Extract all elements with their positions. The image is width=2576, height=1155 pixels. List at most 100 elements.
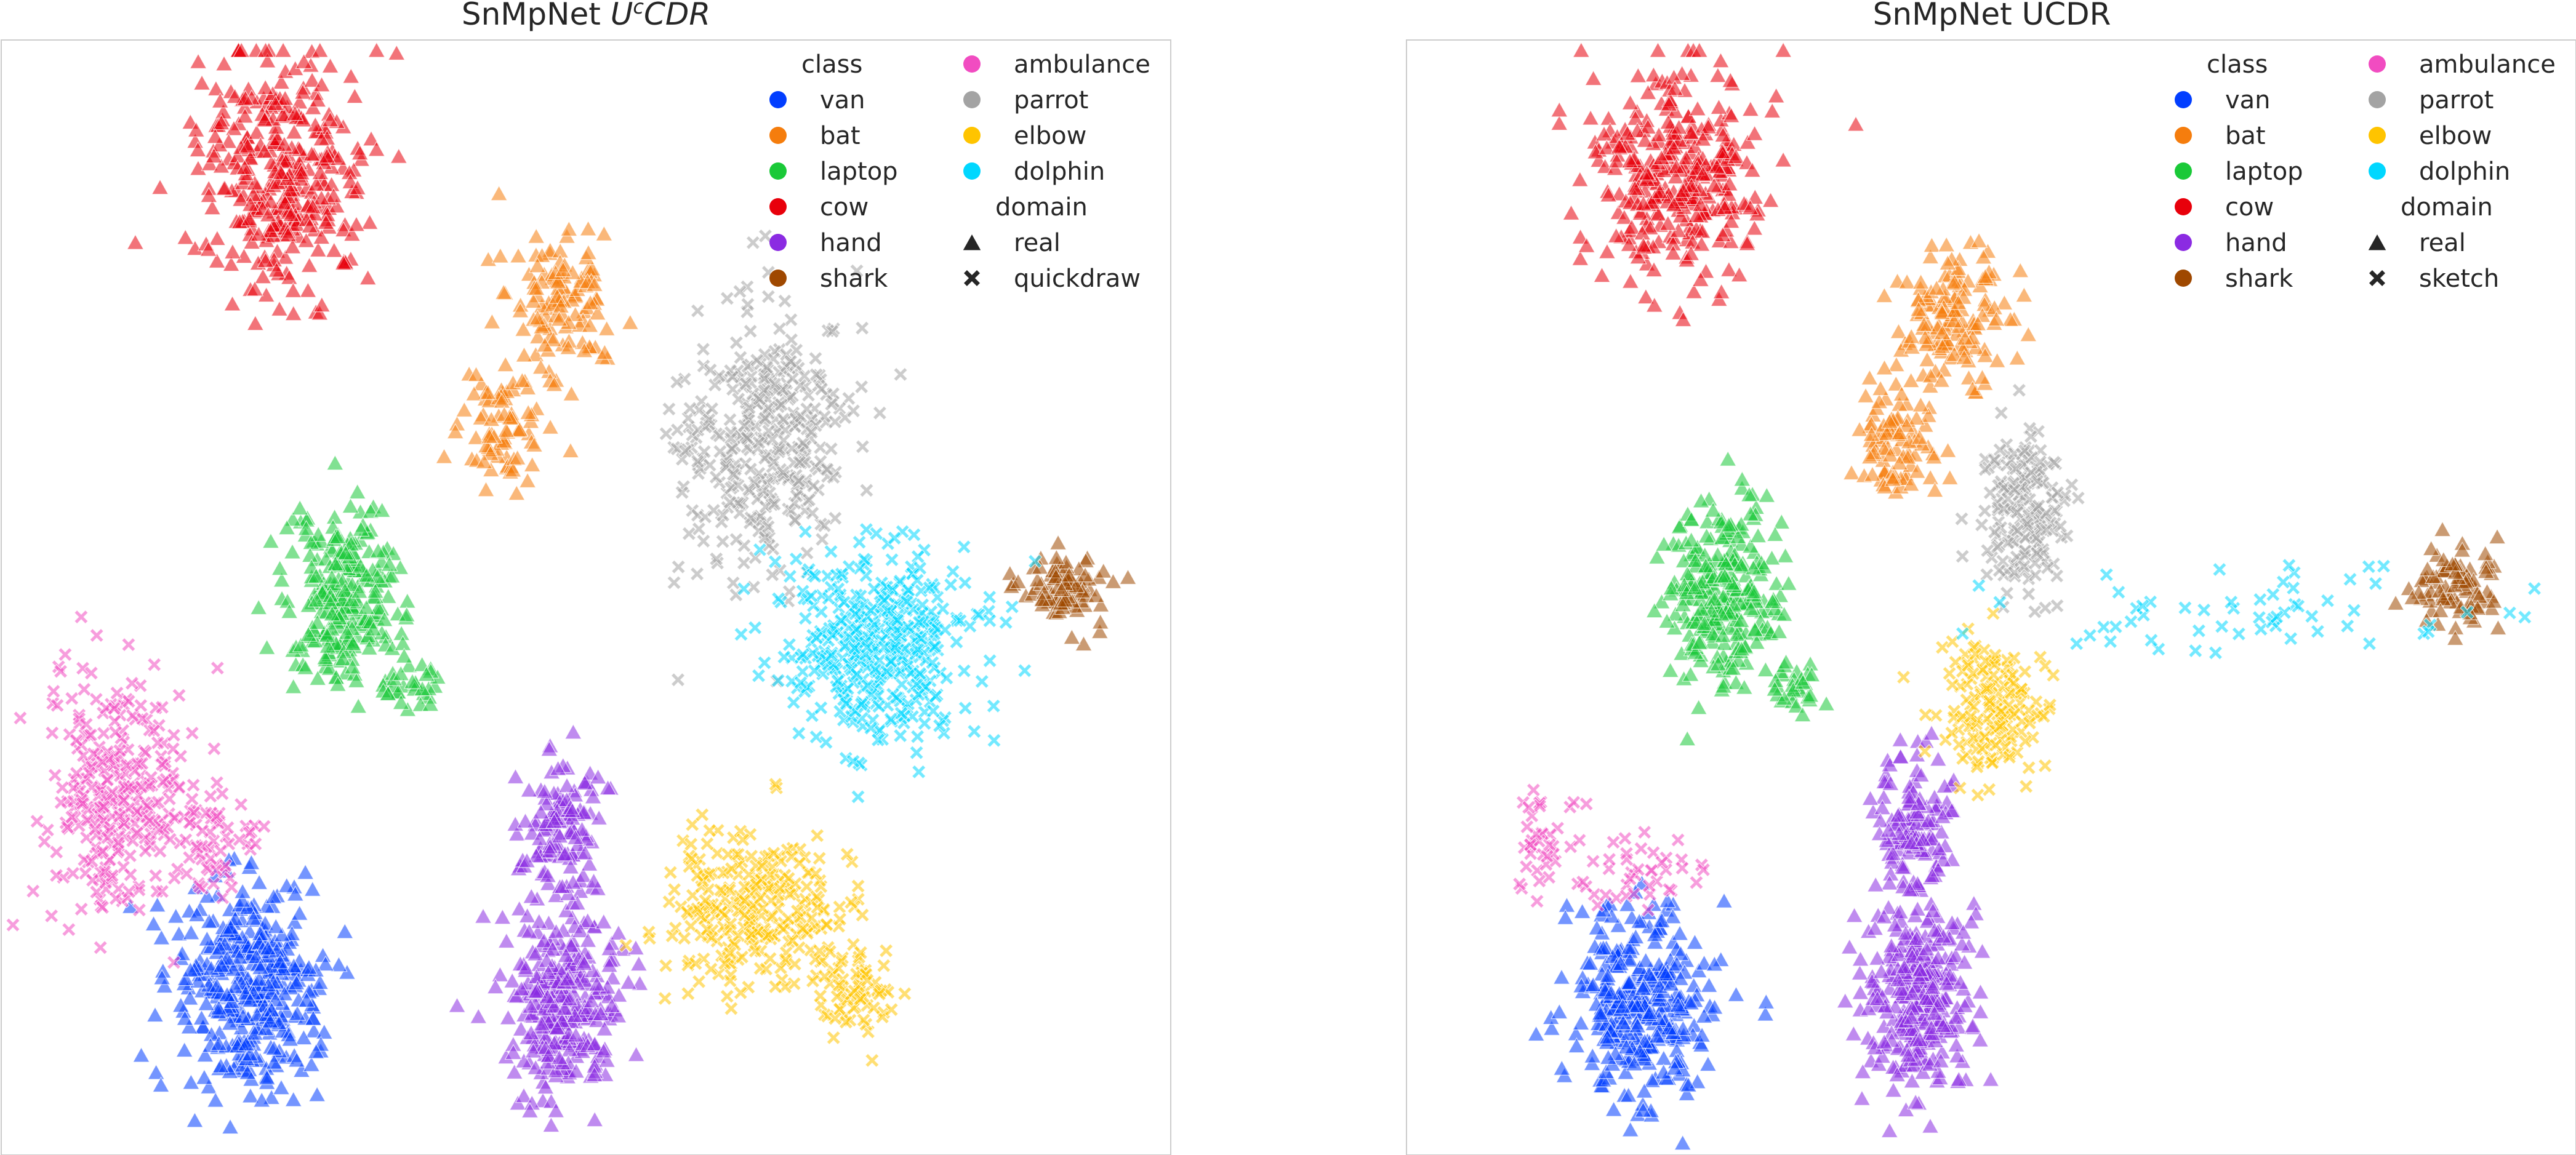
point-parrot-quickdraw	[800, 545, 814, 561]
point-dolphin-quickdraw	[928, 689, 943, 704]
point-ambulance-quickdraw	[209, 863, 223, 877]
point-parrot-quickdraw	[792, 455, 807, 470]
point-ambulance-quickdraw	[84, 666, 99, 681]
chart-title-left-suffix: CDR	[644, 0, 710, 32]
point-parrot-quickdraw	[854, 379, 869, 394]
point-laptop-real	[379, 685, 397, 701]
point-ambulance-quickdraw	[209, 775, 225, 790]
point-bat-real	[511, 302, 529, 318]
point-hand-real	[1981, 1071, 2000, 1087]
point-elbow-quickdraw	[691, 974, 707, 989]
point-van-real	[1605, 1101, 1623, 1117]
point-parrot-quickdraw	[662, 401, 676, 417]
point-laptop-real	[364, 620, 382, 636]
point-van-real	[199, 1078, 218, 1094]
point-van-real	[152, 1076, 170, 1093]
point-bat-real	[524, 292, 542, 309]
point-parrot-quickdraw	[681, 526, 697, 542]
point-cow-real	[284, 305, 303, 321]
point-parrot-quickdraw	[743, 324, 758, 339]
point-parrot-quickdraw	[859, 482, 874, 498]
point-bat-real	[490, 185, 508, 201]
point-shark-real	[1087, 587, 1105, 603]
point-van-real	[250, 874, 268, 890]
point-laptop-real	[1733, 470, 1751, 487]
point-hand-real	[585, 1111, 604, 1127]
point-ambulance-quickdraw	[74, 901, 89, 917]
point-dolphin-quickdraw	[893, 728, 908, 743]
point-bat-real	[544, 331, 563, 347]
point-van-real	[188, 906, 206, 922]
point-cow-real	[1599, 110, 1618, 126]
point-cow-real	[220, 132, 238, 149]
point-dolphin-quickdraw	[734, 626, 748, 642]
point-hand-real	[542, 1116, 560, 1133]
point-shark-real	[2433, 521, 2452, 537]
point-ambulance-quickdraw	[121, 637, 136, 652]
point-cow-real	[208, 230, 227, 246]
point-laptop-real	[319, 637, 337, 654]
point-cow-real	[276, 153, 295, 169]
point-cow-real	[1674, 311, 1692, 327]
point-elbow-quickdraw	[761, 927, 776, 943]
point-ambulance-quickdraw	[154, 884, 170, 899]
point-elbow-quickdraw	[684, 851, 699, 866]
point-cow-real	[284, 238, 302, 254]
point-hand-real	[521, 1102, 539, 1118]
point-parrot-quickdraw	[690, 454, 705, 469]
point-cow-real	[193, 74, 211, 90]
point-laptop-real	[375, 610, 393, 627]
point-ambulance-quickdraw	[112, 743, 127, 758]
point-bat-real	[563, 385, 580, 401]
point-hand-real	[1880, 1122, 1899, 1138]
point-hand-real	[1845, 1025, 1863, 1041]
point-hand-real	[585, 1066, 604, 1082]
point-elbow-quickdraw	[819, 917, 834, 932]
point-hand-real	[538, 988, 556, 1004]
point-ambulance-quickdraw	[248, 836, 263, 852]
point-van-real	[175, 1041, 194, 1058]
point-cow-real	[334, 254, 353, 271]
point-bat-real	[2019, 326, 2037, 342]
point-ambulance-quickdraw	[213, 844, 228, 858]
point-dolphin-quickdraw	[912, 666, 928, 681]
point-laptop-real	[1817, 695, 1836, 711]
point-parrot-quickdraw	[784, 332, 799, 348]
point-shark-real	[1060, 566, 1078, 583]
point-ambulance-quickdraw	[44, 908, 59, 924]
point-van-real	[152, 929, 171, 945]
point-cow-real	[256, 79, 275, 95]
point-parrot-quickdraw	[854, 321, 870, 336]
point-shark-real	[1119, 569, 1137, 585]
point-cow-real	[324, 187, 343, 203]
point-van-real	[258, 1069, 276, 1085]
legend-marker-cow	[769, 198, 787, 215]
point-cow-real	[318, 147, 336, 164]
point-shark-real	[1104, 573, 1122, 589]
point-van-real	[147, 1063, 165, 1080]
point-dolphin-quickdraw	[768, 554, 783, 569]
point-hand-real	[512, 980, 531, 996]
point-hand-real	[547, 1102, 565, 1118]
point-van-real	[275, 985, 294, 1001]
point-elbow-quickdraw	[872, 986, 887, 1002]
point-hand-real	[527, 983, 545, 999]
point-laptop-real	[348, 483, 367, 500]
point-ambulance-quickdraw	[30, 813, 44, 829]
point-cow-real	[309, 241, 327, 257]
point-cow-real	[1664, 244, 1682, 260]
point-parrot-quickdraw	[744, 510, 758, 526]
point-bat-real	[1960, 369, 1978, 385]
point-dolphin-quickdraw	[782, 637, 797, 652]
point-laptop-real	[1749, 527, 1767, 543]
point-bat-real	[1842, 464, 1861, 481]
point-dolphin-quickdraw	[786, 695, 801, 710]
point-elbow-quickdraw	[809, 828, 825, 843]
point-shark-real	[1062, 628, 1081, 645]
point-bat-real	[523, 456, 542, 473]
point-cow-real	[367, 140, 386, 157]
point-van-real	[170, 925, 188, 941]
point-parrot-quickdraw	[757, 530, 772, 545]
point-van-real	[206, 1092, 225, 1108]
point-cow-real	[1645, 261, 1663, 278]
